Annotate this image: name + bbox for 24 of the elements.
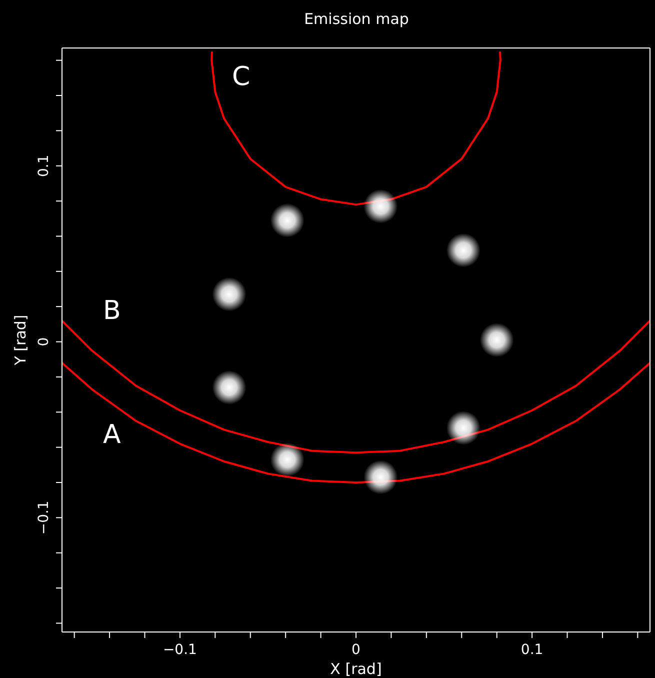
annotation: C xyxy=(232,62,250,92)
point xyxy=(212,277,246,312)
point xyxy=(364,189,398,224)
point xyxy=(446,410,480,445)
point xyxy=(212,370,246,404)
x-tick-label: 0.1 xyxy=(520,642,544,658)
line-series xyxy=(62,320,650,454)
y-tick-label: −0.1 xyxy=(36,500,52,535)
line-series xyxy=(62,362,650,484)
x-tick-label: 0 xyxy=(352,642,360,658)
point xyxy=(270,203,304,238)
point xyxy=(446,233,480,268)
y-tick-label: 0 xyxy=(36,337,52,346)
x-tick-label: −0.1 xyxy=(162,642,197,658)
point xyxy=(480,323,514,357)
x-axis-title: X [rad] xyxy=(330,660,382,678)
point xyxy=(364,460,398,494)
line-series xyxy=(210,50,502,206)
y-tick-label: 0.1 xyxy=(36,154,52,177)
point xyxy=(270,442,304,477)
annotation: A xyxy=(103,420,121,450)
chart-title: Emission map xyxy=(303,10,410,28)
y-axis-title: Y [rad] xyxy=(11,314,30,366)
annotation: B xyxy=(103,296,121,326)
